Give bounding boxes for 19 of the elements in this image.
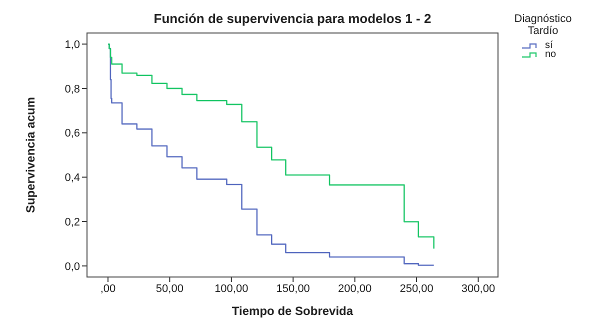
y-tick-label: 0,0 <box>64 260 80 273</box>
x-tick-label: ,00 <box>100 282 116 295</box>
x-tick-label: 250,00 <box>400 282 434 295</box>
x-axis-title: Tiempo de Sobrevida <box>232 304 354 318</box>
legend-label: sí <box>545 40 553 51</box>
x-tick-label: 200,00 <box>338 282 372 295</box>
legend-title: Diagnóstico Tardío <box>513 13 573 37</box>
y-tick-label: 0,2 <box>64 216 80 228</box>
y-tick-label: 0,8 <box>64 83 80 96</box>
y-tick-label: 0,4 <box>64 172 80 184</box>
chart-title: Función de supervivencia para modelos 1 - 2 <box>152 11 432 26</box>
x-tick-label: 100,00 <box>214 282 248 295</box>
x-tick-label: 50,00 <box>156 282 184 295</box>
x-tick-label: 300,00 <box>461 282 496 295</box>
y-tick-label: 1,0 <box>64 38 80 51</box>
x-tick-label: 150,00 <box>276 282 310 295</box>
legend-label: no <box>545 49 556 60</box>
y-axis-title: Supervivencia acum <box>23 96 38 214</box>
y-tick-label: 0,6 <box>64 128 80 140</box>
